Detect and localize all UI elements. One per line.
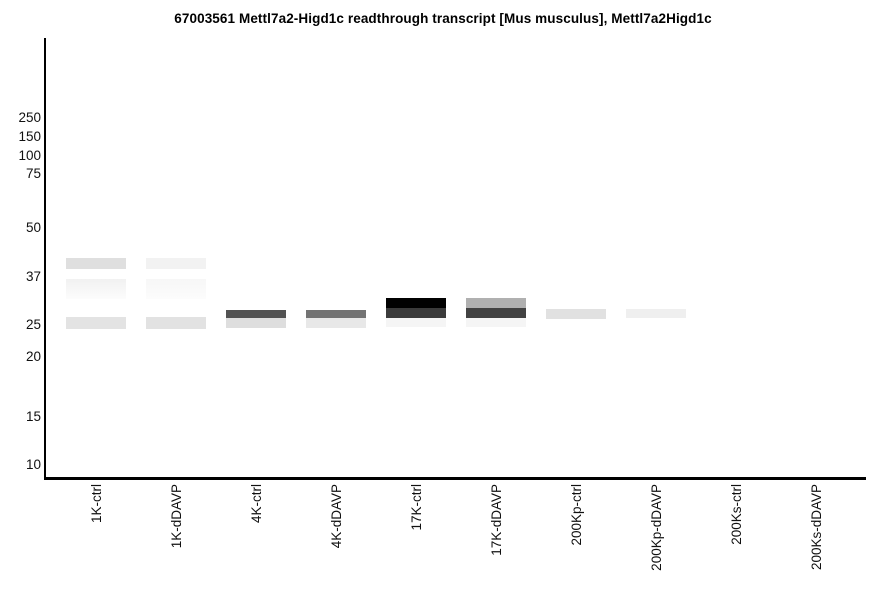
y-axis-line: [44, 38, 46, 480]
mw-marker-label: 150: [18, 129, 41, 144]
lane-label: 4K-dDAVP: [329, 484, 344, 549]
lane-label: 200Ks-dDAVP: [809, 484, 824, 571]
gel-band: [66, 258, 126, 269]
lane-label: 200Kp-dDAVP: [649, 484, 664, 571]
gel-band: [546, 309, 606, 319]
mw-marker-label: 50: [25, 220, 41, 235]
mw-marker-label: 100: [18, 148, 41, 163]
mw-marker-label: 25: [25, 317, 41, 332]
lane-label: 200Ks-ctrl: [729, 484, 744, 545]
mw-marker-label: 15: [25, 409, 41, 424]
lane-label: 17K-dDAVP: [489, 484, 504, 556]
gel-band: [466, 298, 526, 308]
gel-band: [146, 258, 206, 269]
chart-title: 67003561 Mettl7a2-Higd1c readthrough tra…: [174, 11, 712, 26]
gel-band: [66, 279, 126, 299]
lane-label: 4K-ctrl: [249, 484, 264, 524]
gel-band: [226, 310, 286, 318]
gel-band: [466, 308, 526, 318]
mw-marker-label: 75: [25, 166, 41, 181]
lane-label: 17K-ctrl: [409, 484, 424, 531]
gel-band: [386, 298, 446, 308]
gel-band: [306, 318, 366, 328]
gel-band: [386, 308, 446, 318]
mw-marker-label: 20: [25, 349, 41, 364]
lane-label: 1K-ctrl: [89, 484, 104, 524]
gel-band: [146, 317, 206, 329]
lane-label: 200Kp-ctrl: [569, 484, 584, 546]
gel-band: [226, 318, 286, 328]
gel-band: [386, 318, 446, 327]
mw-marker-label: 37: [25, 269, 41, 284]
gel-band: [146, 279, 206, 299]
mw-marker-label: 250: [18, 110, 41, 125]
gel-band: [66, 317, 126, 329]
gel-band: [306, 310, 366, 318]
gel-band: [466, 318, 526, 327]
lane-label: 1K-dDAVP: [169, 484, 184, 549]
mw-marker-label: 10: [25, 457, 41, 472]
gel-band: [626, 309, 686, 318]
x-axis-line: [44, 477, 866, 480]
